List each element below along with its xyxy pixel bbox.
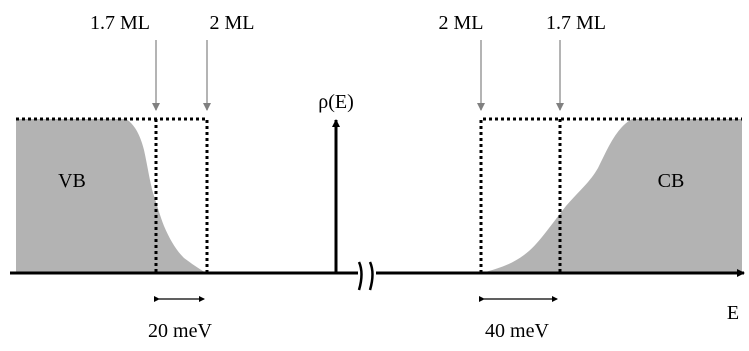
conduction-band-region [482, 119, 742, 273]
axis-break-icon [357, 261, 374, 291]
label-cb-shift: 40 meV [485, 320, 549, 342]
label-conduction-band: CB [658, 170, 685, 192]
label-cb-2ml: 2 ML [439, 12, 484, 34]
label-dos-axis: ρ(E) [318, 91, 354, 113]
label-vb-2ml: 2 ML [210, 12, 255, 34]
valence-band-region [16, 119, 206, 273]
label-valence-band: VB [58, 170, 86, 192]
label-cb-1-7ml: 1.7 ML [546, 12, 606, 34]
label-vb-1-7ml: 1.7 ML [90, 12, 150, 34]
label-vb-shift: 20 meV [148, 320, 212, 342]
label-energy-axis: E [727, 302, 739, 324]
